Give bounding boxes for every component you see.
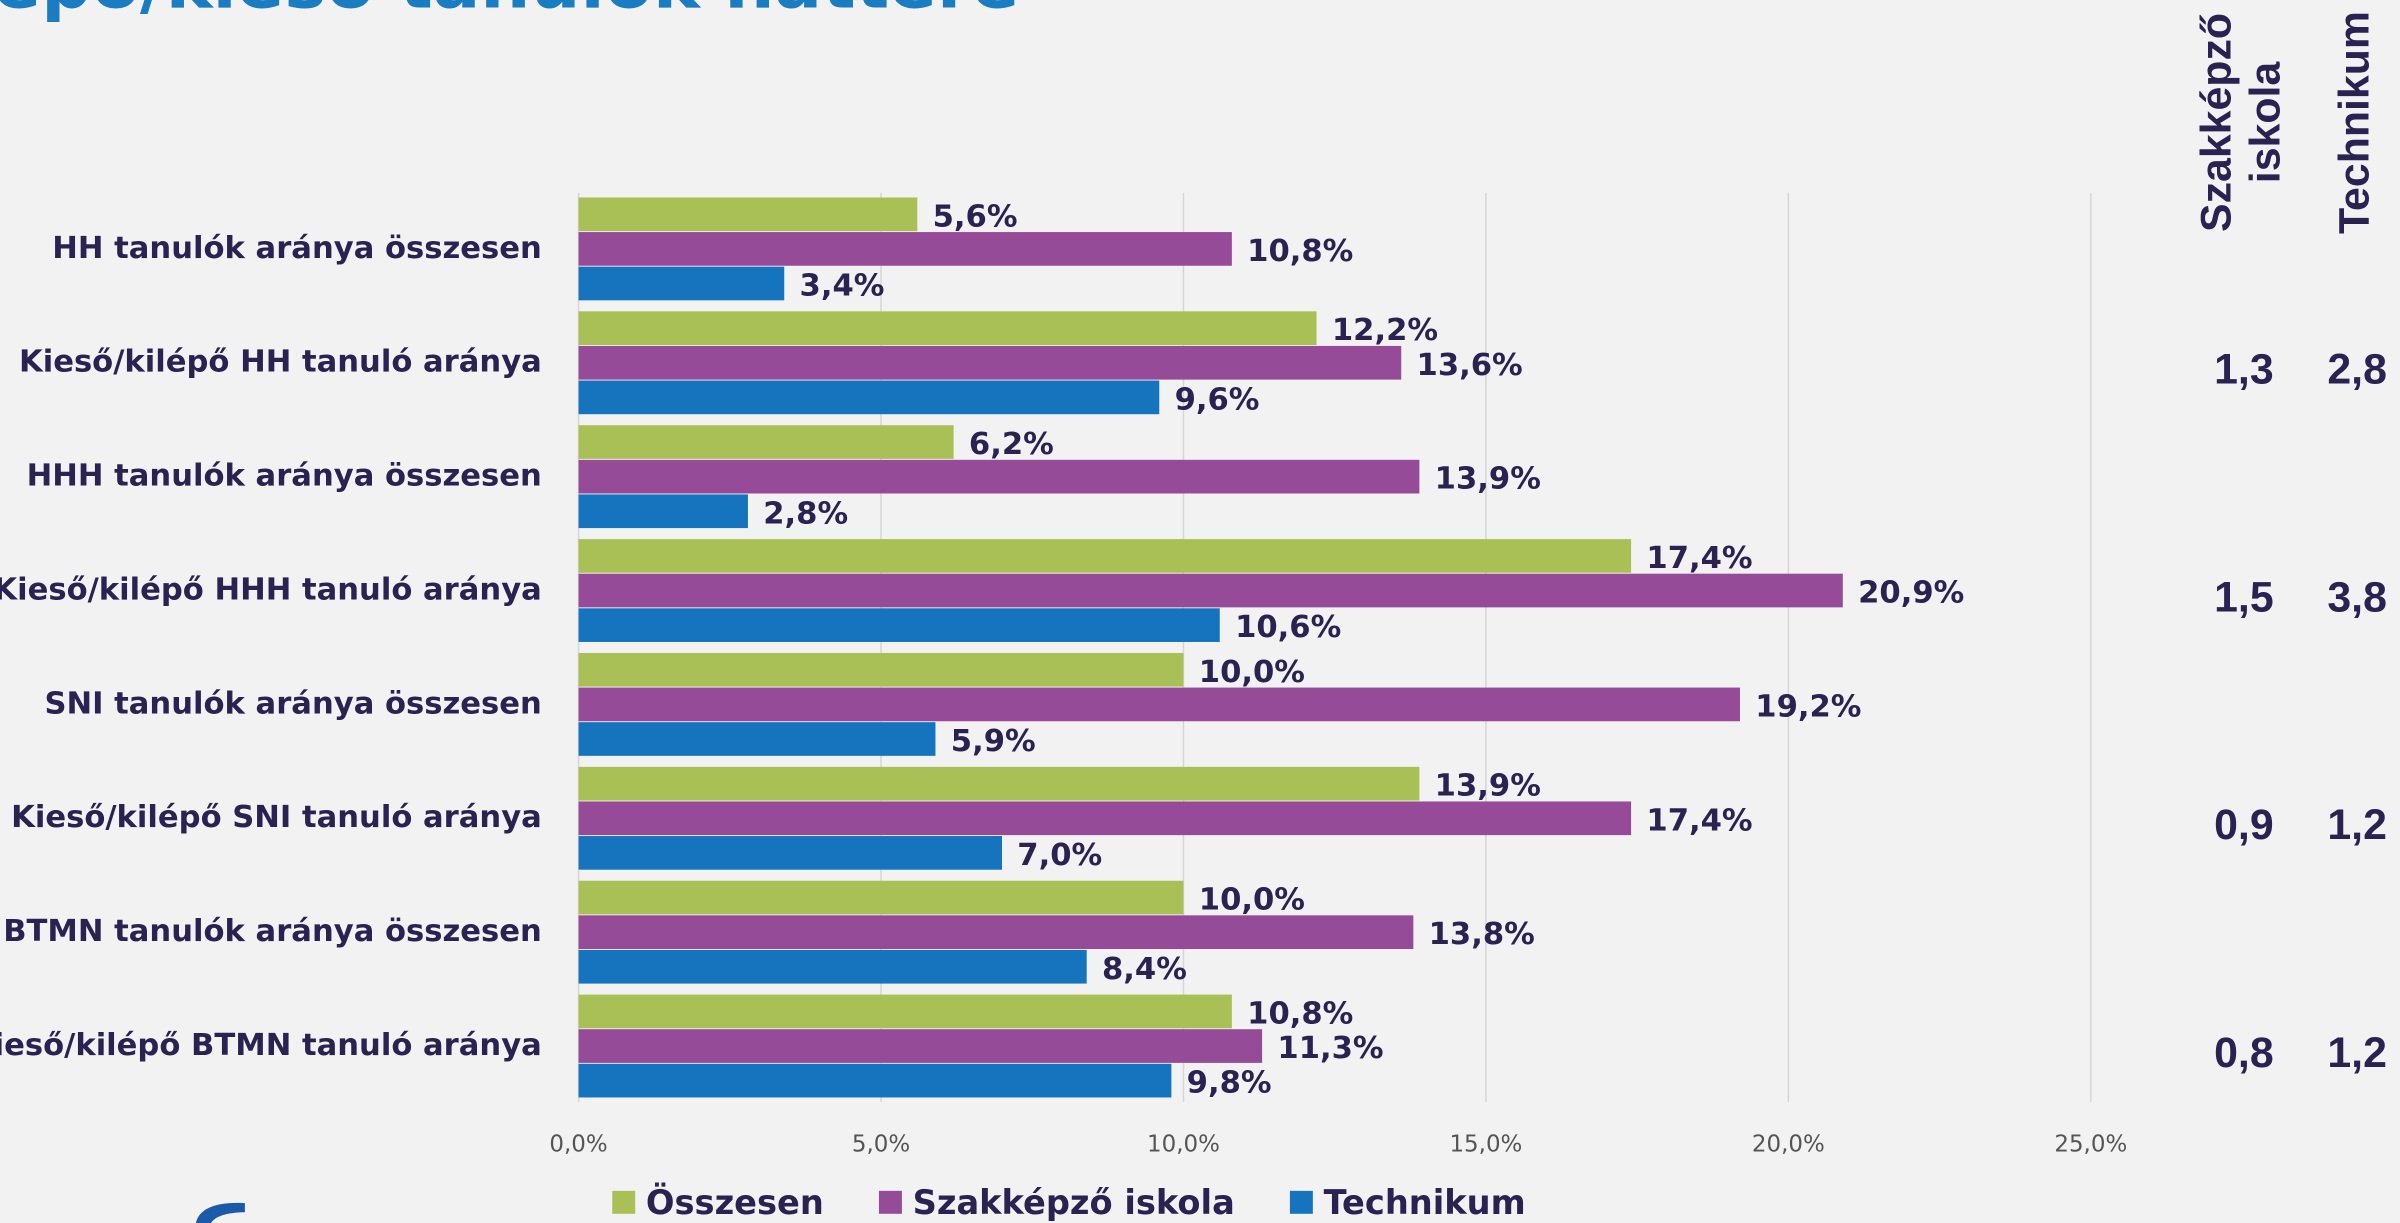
bar [578, 949, 1087, 984]
legend-label: Technikum [1324, 1183, 1526, 1222]
x-tick-label: 5,0% [852, 1131, 910, 1157]
data-label: 5,6% [933, 199, 1018, 234]
data-label: 19,2% [1755, 689, 1861, 724]
data-label: 13,8% [1429, 917, 1535, 952]
bar [578, 266, 785, 301]
data-label: 6,2% [969, 427, 1054, 462]
table-cell: 0,8 [2214, 1029, 2274, 1077]
data-label: 5,9% [951, 724, 1036, 759]
data-label: 8,4% [1102, 952, 1187, 987]
bar [578, 232, 1232, 266]
bar [578, 608, 1220, 642]
column-header: Technikum [2330, 11, 2378, 234]
category-label: Kieső/kilépő BTMN tanuló aránya [0, 1028, 542, 1063]
category-label: Kieső/kilépő HH tanuló aránya [19, 345, 542, 380]
data-label: 20,9% [1858, 576, 1964, 611]
legend-swatch [878, 1190, 902, 1214]
bar [578, 994, 1232, 1029]
bar [578, 539, 1632, 573]
logo [195, 1202, 245, 1223]
data-label: 17,4% [1646, 541, 1752, 576]
column-header: Szakképző [2193, 13, 2241, 232]
category-label: BTMN tanulók aránya összesen [3, 914, 542, 949]
data-label: 7,0% [1017, 838, 1102, 873]
data-label: 10,0% [1199, 883, 1305, 918]
data-label: 9,8% [1187, 1066, 1272, 1101]
bar [578, 345, 1402, 380]
data-label: 2,8% [763, 496, 848, 531]
data-label: 9,6% [1175, 382, 1260, 417]
category-label: HHH tanulók aránya összesen [27, 459, 542, 494]
bar [578, 1029, 1263, 1063]
category-label: SNI tanulók aránya összesen [44, 686, 541, 721]
column-header: iskola [2242, 61, 2290, 184]
table-cell: 2,8 [2327, 346, 2387, 394]
bar [578, 573, 1843, 608]
data-label: 17,4% [1646, 803, 1752, 838]
data-label: 13,6% [1417, 348, 1523, 383]
x-tick-label: 10,0% [1147, 1131, 1220, 1157]
bar [578, 652, 1184, 687]
data-label: 10,6% [1235, 610, 1341, 645]
chart-title: lépő/kieső tanulók háttere [0, 0, 1019, 24]
category-label: HH tanulók aránya összesen [52, 231, 542, 266]
data-label: 10,0% [1199, 655, 1305, 690]
bar [578, 766, 1420, 801]
bar [578, 311, 1317, 346]
table-cell: 1,2 [2327, 801, 2387, 849]
table-cell: 1,2 [2327, 1029, 2387, 1077]
x-tick-label: 0,0% [549, 1131, 607, 1157]
table-cell: 1,3 [2214, 346, 2274, 394]
legend-swatch [1289, 1190, 1313, 1214]
data-label: 13,9% [1435, 769, 1541, 804]
bar [578, 380, 1160, 415]
bar [578, 1063, 1172, 1098]
data-label: 11,3% [1277, 1031, 1383, 1066]
bar [578, 459, 1420, 494]
legend-label: Szakképző iskola [913, 1183, 1235, 1222]
category-label: Kieső/kilépő HHH tanuló aránya [0, 572, 542, 607]
data-label: 13,9% [1435, 462, 1541, 497]
data-label: 3,4% [800, 269, 885, 304]
x-tick-label: 20,0% [1752, 1131, 1825, 1157]
bar [578, 687, 1740, 722]
x-tick-label: 15,0% [1449, 1131, 1522, 1157]
bar [578, 915, 1414, 949]
bar [578, 494, 748, 529]
legend-label: Összesen [646, 1182, 824, 1222]
bar [578, 880, 1184, 915]
table-cell: 0,9 [2214, 801, 2274, 849]
legend-swatch [612, 1190, 636, 1214]
table-cell: 3,8 [2327, 573, 2387, 621]
bar [578, 722, 936, 756]
data-label: 10,8% [1247, 234, 1353, 269]
bar [578, 801, 1632, 836]
category-label: Kieső/kilépő SNI tanuló aránya [11, 800, 542, 835]
bar [578, 197, 918, 232]
table-cell: 1,5 [2214, 573, 2274, 621]
data-label: 10,8% [1247, 996, 1353, 1031]
data-label: 12,2% [1332, 313, 1438, 348]
x-tick-label: 25,0% [2054, 1131, 2127, 1157]
bar [578, 425, 954, 459]
bar [578, 836, 1002, 870]
